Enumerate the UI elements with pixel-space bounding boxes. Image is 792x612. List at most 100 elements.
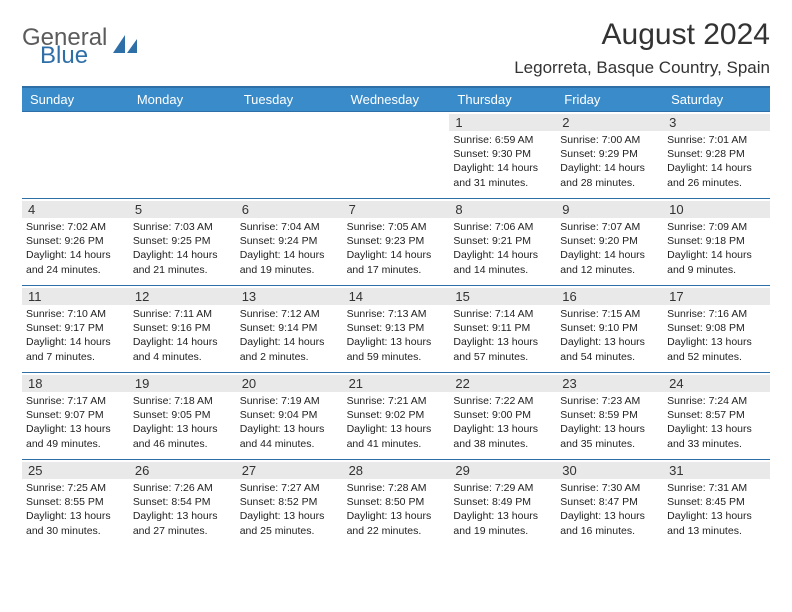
sunset-line: Sunset: 9:16 PM — [133, 321, 232, 335]
day-number — [236, 114, 343, 131]
header-row: General Blue August 2024 Legorreta, Basq… — [22, 18, 770, 78]
day-cell: 26 Sunrise: 7:26 AMSunset: 8:54 PMDayligh… — [129, 460, 236, 546]
sunrise-line: Sunrise: 7:18 AM — [133, 394, 232, 408]
day-info: Sunrise: 7:27 AMSunset: 8:52 PMDaylight:… — [240, 481, 339, 538]
week-row: 25Sunrise: 7:25 AMSunset: 8:55 PMDayligh… — [22, 459, 770, 546]
sunset-line: Sunset: 9:02 PM — [347, 408, 446, 422]
day-cell: 7 Sunrise: 7:05 AMSunset: 9:23 PMDaylight… — [343, 199, 450, 285]
daylight-line: Daylight: 13 hours and 27 minutes. — [133, 509, 232, 537]
sunrise-line: Sunrise: 7:15 AM — [560, 307, 659, 321]
logo-sail-icon — [113, 35, 139, 62]
day-number: 24 — [663, 375, 770, 392]
day-info: Sunrise: 7:01 AMSunset: 9:28 PMDaylight:… — [667, 133, 766, 190]
day-number: 9 — [556, 201, 663, 218]
sunrise-line: Sunrise: 7:30 AM — [560, 481, 659, 495]
day-number: 23 — [556, 375, 663, 392]
daylight-line: Daylight: 13 hours and 38 minutes. — [453, 422, 552, 450]
day-header-cell: Saturday — [663, 88, 770, 111]
location-text: Legorreta, Basque Country, Spain — [514, 58, 770, 78]
day-number — [129, 114, 236, 131]
sunset-line: Sunset: 8:50 PM — [347, 495, 446, 509]
daylight-line: Daylight: 13 hours and 59 minutes. — [347, 335, 446, 363]
sunrise-line: Sunrise: 7:21 AM — [347, 394, 446, 408]
month-title: August 2024 — [514, 18, 770, 52]
daylight-line: Daylight: 13 hours and 30 minutes. — [26, 509, 125, 537]
day-cell: 24Sunrise: 7:24 AMSunset: 8:57 PMDayligh… — [663, 373, 770, 459]
day-cell: 19Sunrise: 7:18 AMSunset: 9:05 PMDayligh… — [129, 373, 236, 459]
sunrise-line: Sunrise: 7:10 AM — [26, 307, 125, 321]
day-info: Sunrise: 7:09 AMSunset: 9:18 PMDaylight:… — [667, 220, 766, 277]
day-header-cell: Thursday — [449, 88, 556, 111]
sunset-line: Sunset: 8:57 PM — [667, 408, 766, 422]
day-number: 6 — [236, 201, 343, 218]
sunrise-line: Sunrise: 7:29 AM — [453, 481, 552, 495]
day-number: 27 — [236, 462, 343, 479]
day-number: 25 — [22, 462, 129, 479]
day-info: Sunrise: 7:05 AMSunset: 9:23 PMDaylight:… — [347, 220, 446, 277]
day-info: Sunrise: 7:07 AMSunset: 9:20 PMDaylight:… — [560, 220, 659, 277]
daylight-line: Daylight: 14 hours and 4 minutes. — [133, 335, 232, 363]
day-info: Sunrise: 7:03 AMSunset: 9:25 PMDaylight:… — [133, 220, 232, 277]
sunrise-line: Sunrise: 7:23 AM — [560, 394, 659, 408]
sunrise-line: Sunrise: 7:25 AM — [26, 481, 125, 495]
sunset-line: Sunset: 9:20 PM — [560, 234, 659, 248]
daylight-line: Daylight: 14 hours and 19 minutes. — [240, 248, 339, 276]
day-number: 12 — [129, 288, 236, 305]
sunrise-line: Sunrise: 6:59 AM — [453, 133, 552, 147]
daylight-line: Daylight: 13 hours and 52 minutes. — [667, 335, 766, 363]
day-info: Sunrise: 7:02 AMSunset: 9:26 PMDaylight:… — [26, 220, 125, 277]
day-info: Sunrise: 7:28 AMSunset: 8:50 PMDaylight:… — [347, 481, 446, 538]
day-cell: 10 Sunrise: 7:09 AMSunset: 9:18 PMDayligh… — [663, 199, 770, 285]
day-number: 15 — [449, 288, 556, 305]
day-cell: 27 Sunrise: 7:27 AMSunset: 8:52 PMDayligh… — [236, 460, 343, 546]
daylight-line: Daylight: 13 hours and 35 minutes. — [560, 422, 659, 450]
day-number: 2 — [556, 114, 663, 131]
sunrise-line: Sunrise: 7:02 AM — [26, 220, 125, 234]
day-cell — [236, 112, 343, 198]
day-number — [22, 114, 129, 131]
day-info: Sunrise: 7:04 AMSunset: 9:24 PMDaylight:… — [240, 220, 339, 277]
day-number: 26 — [129, 462, 236, 479]
day-cell — [343, 112, 450, 198]
sunset-line: Sunset: 8:52 PM — [240, 495, 339, 509]
day-header-cell: Tuesday — [236, 88, 343, 111]
day-info: Sunrise: 7:26 AMSunset: 8:54 PMDaylight:… — [133, 481, 232, 538]
day-info: Sunrise: 7:15 AMSunset: 9:10 PMDaylight:… — [560, 307, 659, 364]
day-number: 7 — [343, 201, 450, 218]
day-cell — [129, 112, 236, 198]
daylight-line: Daylight: 14 hours and 2 minutes. — [240, 335, 339, 363]
day-header-cell: Sunday — [22, 88, 129, 111]
day-cell: 28 Sunrise: 7:28 AMSunset: 8:50 PMDayligh… — [343, 460, 450, 546]
day-cell: 4Sunrise: 7:02 AMSunset: 9:26 PMDaylight… — [22, 199, 129, 285]
sunset-line: Sunset: 9:13 PM — [347, 321, 446, 335]
day-info: Sunrise: 7:12 AMSunset: 9:14 PMDaylight:… — [240, 307, 339, 364]
day-number: 8 — [449, 201, 556, 218]
day-number: 10 — [663, 201, 770, 218]
sunrise-line: Sunrise: 7:05 AM — [347, 220, 446, 234]
sunset-line: Sunset: 9:21 PM — [453, 234, 552, 248]
logo: General Blue — [22, 26, 139, 68]
sunset-line: Sunset: 8:47 PM — [560, 495, 659, 509]
day-cell: 23Sunrise: 7:23 AMSunset: 8:59 PMDayligh… — [556, 373, 663, 459]
day-number — [343, 114, 450, 131]
day-cell: 20Sunrise: 7:19 AMSunset: 9:04 PMDayligh… — [236, 373, 343, 459]
sunrise-line: Sunrise: 7:16 AM — [667, 307, 766, 321]
sunrise-line: Sunrise: 7:27 AM — [240, 481, 339, 495]
daylight-line: Daylight: 14 hours and 26 minutes. — [667, 161, 766, 189]
day-info: Sunrise: 7:11 AMSunset: 9:16 PMDaylight:… — [133, 307, 232, 364]
sunrise-line: Sunrise: 7:22 AM — [453, 394, 552, 408]
daylight-line: Daylight: 14 hours and 24 minutes. — [26, 248, 125, 276]
day-number: 17 — [663, 288, 770, 305]
day-cell: 8Sunrise: 7:06 AMSunset: 9:21 PMDaylight… — [449, 199, 556, 285]
sunrise-line: Sunrise: 7:19 AM — [240, 394, 339, 408]
day-header-row: SundayMondayTuesdayWednesdayThursdayFrid… — [22, 88, 770, 111]
sunrise-line: Sunrise: 7:13 AM — [347, 307, 446, 321]
day-info: Sunrise: 7:21 AMSunset: 9:02 PMDaylight:… — [347, 394, 446, 451]
day-info: Sunrise: 7:17 AMSunset: 9:07 PMDaylight:… — [26, 394, 125, 451]
sunrise-line: Sunrise: 7:01 AM — [667, 133, 766, 147]
day-info: Sunrise: 7:16 AMSunset: 9:08 PMDaylight:… — [667, 307, 766, 364]
sunset-line: Sunset: 9:14 PM — [240, 321, 339, 335]
day-number: 3 — [663, 114, 770, 131]
day-header-cell: Friday — [556, 88, 663, 111]
day-number: 28 — [343, 462, 450, 479]
